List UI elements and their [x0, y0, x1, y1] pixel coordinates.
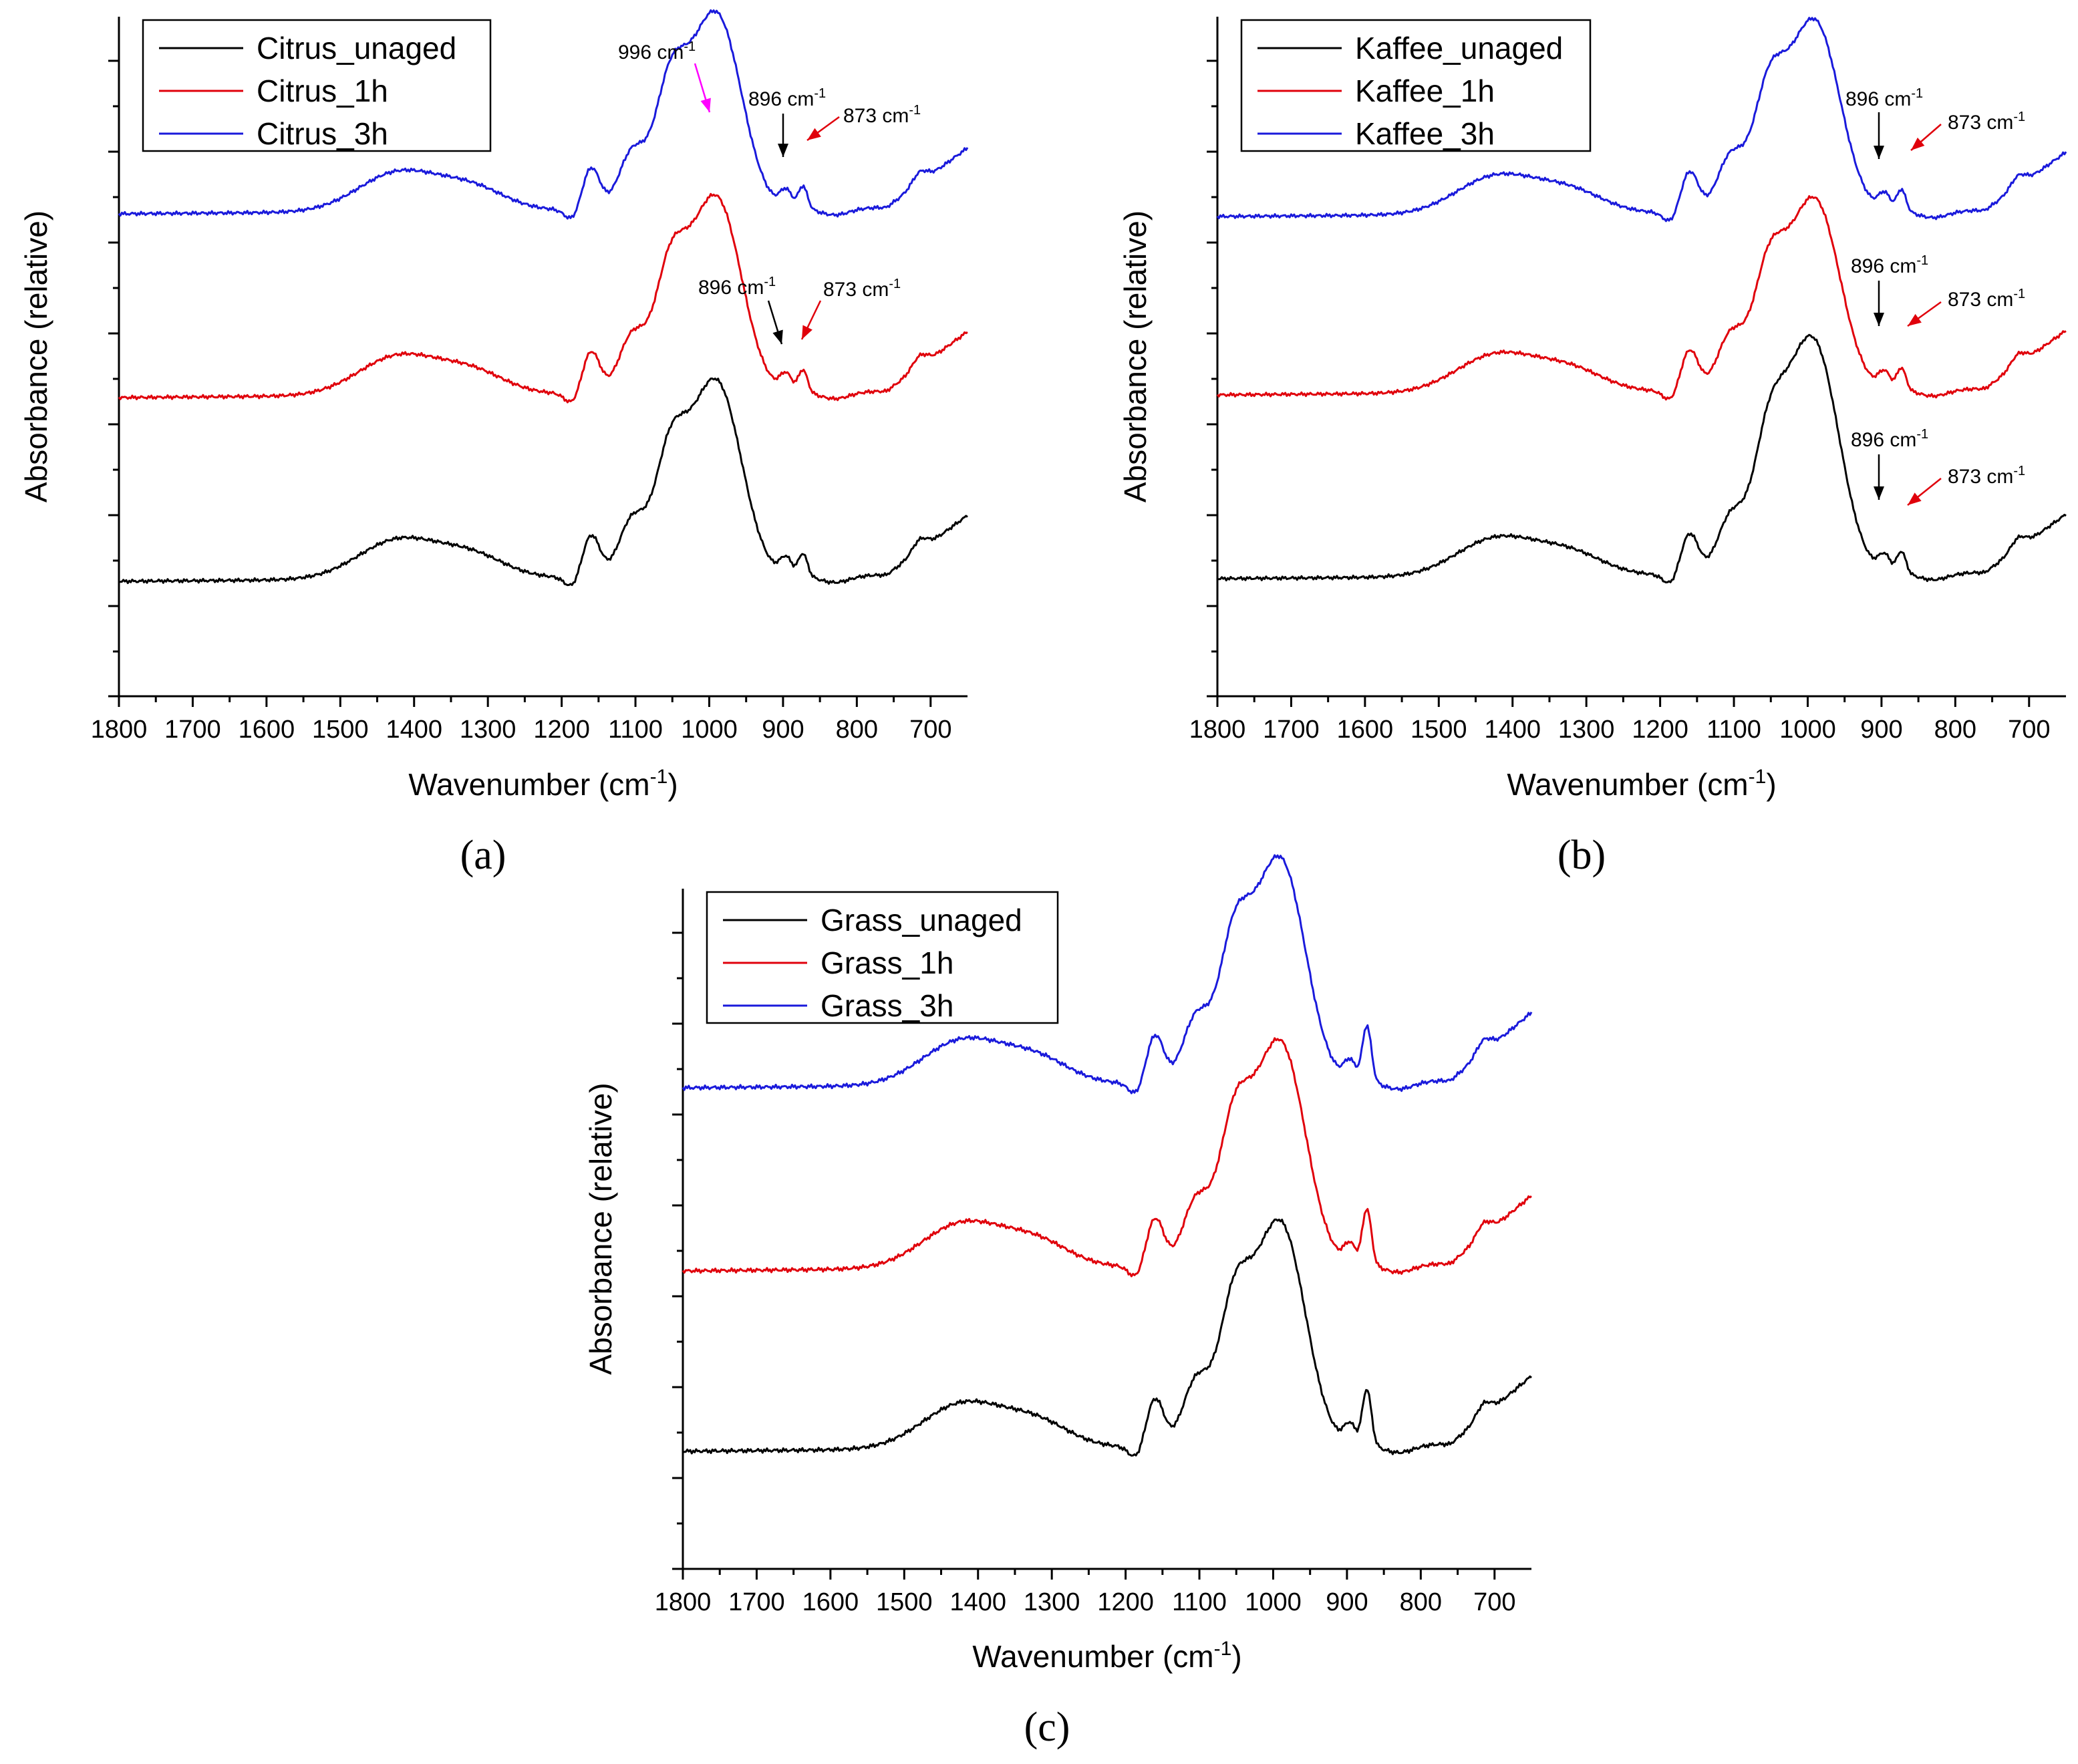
annotation-label: 896 cm-1 [748, 86, 826, 110]
legend-label: Citrus_1h [257, 74, 388, 108]
annotation-arrowhead [1874, 313, 1884, 326]
legend-label: Citrus_3h [257, 116, 388, 151]
x-tick-label: 1800 [91, 716, 148, 744]
y-axis-title: Absorbance (relative) [583, 1082, 618, 1374]
legend-label: Kaffee_3h [1355, 116, 1495, 151]
x-tick-label: 1200 [1097, 1588, 1154, 1616]
annotation-arrowhead [1874, 146, 1884, 159]
legend [706, 891, 1059, 1024]
x-tick-label: 1500 [312, 716, 369, 744]
legend-label: Grass_unaged [821, 903, 1022, 937]
panel-label: (b) [1557, 833, 1606, 878]
series-line-Citrus_1h [118, 192, 968, 404]
x-tick-label: 1300 [1558, 716, 1615, 744]
annotation-arrowhead [807, 128, 821, 140]
x-tick-label: 1600 [239, 716, 295, 744]
x-axis-title: Wavenumber (cm-1) [972, 1638, 1241, 1674]
y-axis-title: Absorbance (relative) [1118, 210, 1153, 502]
x-tick-label: 1400 [949, 1588, 1006, 1616]
panel-label: (c) [1024, 1705, 1070, 1750]
x-tick-label: 1400 [1484, 716, 1541, 744]
x-axis-title: Wavenumber (cm-1) [408, 766, 678, 802]
annotation-arrowhead [802, 325, 812, 339]
x-tick-label: 1100 [608, 716, 663, 744]
x-tick-label: 1300 [460, 716, 516, 744]
x-tick-label: 900 [1326, 1588, 1368, 1616]
x-tick-label: 700 [1473, 1588, 1515, 1616]
panel-a: 1800 1700 1600 1500 1400 1300 1200 1100 1000 900 8… [19, 9, 969, 878]
x-tick-label: 800 [1400, 1588, 1442, 1616]
x-tick-label: 700 [909, 716, 951, 744]
series-line-Citrus_unaged [118, 378, 968, 587]
panel-label: (a) [460, 833, 506, 878]
x-tick-label: 1700 [164, 716, 221, 744]
panel-b: 1800 1700 1600 1500 1400 1300 1200 1100 1000 900 8… [1118, 17, 2067, 878]
annotation-arrowhead [700, 98, 711, 112]
legend [1240, 19, 1592, 152]
x-tick-label: 1300 [1024, 1588, 1080, 1616]
legend [142, 19, 492, 152]
annotation-arrowhead [1911, 137, 1925, 150]
x-tick-label: 1800 [655, 1588, 712, 1616]
x-tick-label: 800 [836, 716, 878, 744]
x-tick-label: 1200 [1632, 716, 1688, 744]
x-tick-label: 1600 [802, 1588, 859, 1616]
annotation-arrowhead [1874, 486, 1884, 500]
series-line-Kaffee_1h [1216, 195, 2067, 401]
y-axis-title: Absorbance (relative) [19, 210, 53, 502]
panel-c: 1800 1700 1600 1500 1400 1300 1200 1100 1000 900 8… [583, 854, 1533, 1750]
x-tick-label: 900 [1860, 716, 1902, 744]
series-line-Citrus_3h [118, 9, 969, 220]
legend-label: Kaffee_unaged [1355, 31, 1563, 65]
annotation-label: 873 cm-1 [1948, 464, 2025, 488]
x-tick-label: 1500 [1411, 716, 1467, 744]
legend-label: Grass_3h [821, 988, 953, 1023]
annotation-label: 896 cm-1 [698, 275, 776, 299]
x-tick-label: 1000 [1779, 716, 1836, 744]
legend-label: Grass_1h [821, 945, 953, 980]
x-tick-label: 1200 [533, 716, 590, 744]
series-line-Kaffee_3h [1216, 17, 2067, 223]
x-tick-label: 1700 [728, 1588, 785, 1616]
x-tick-label: 700 [2008, 716, 2050, 744]
series-line-Grass_3h [682, 854, 1533, 1094]
x-tick-label: 1600 [1337, 716, 1394, 744]
x-tick-label: 1000 [1245, 1588, 1302, 1616]
annotation-label: 873 cm-1 [1948, 287, 2025, 311]
x-tick-label: 1000 [681, 716, 738, 744]
series-line-Grass_unaged [682, 1218, 1532, 1457]
annotation-arrowhead [1908, 313, 1922, 326]
annotation-label: 896 cm-1 [1851, 427, 1928, 451]
legend-label: Kaffee_1h [1355, 74, 1495, 108]
annotation-label: 996 cm-1 [618, 39, 696, 63]
annotation-arrowhead [772, 329, 783, 344]
annotation-arrowhead [778, 144, 788, 157]
x-axis-title: Wavenumber (cm-1) [1507, 766, 1776, 802]
annotation-label: 873 cm-1 [843, 103, 921, 127]
x-tick-label: 1400 [386, 716, 442, 744]
series-line-Grass_1h [682, 1037, 1532, 1278]
x-tick-label: 1800 [1189, 716, 1246, 744]
x-tick-label: 1100 [1172, 1588, 1227, 1616]
x-tick-label: 900 [762, 716, 804, 744]
annotation-label: 873 cm-1 [823, 277, 901, 301]
legend-label: Citrus_unaged [257, 31, 456, 65]
series-line-Kaffee_unaged [1217, 333, 2067, 584]
annotation-arrowhead [1908, 492, 1922, 505]
annotation-label: 873 cm-1 [1948, 110, 2025, 134]
annotation-label: 896 cm-1 [1845, 86, 1923, 110]
annotation-label: 896 cm-1 [1851, 253, 1928, 277]
x-tick-label: 1500 [876, 1588, 933, 1616]
x-tick-label: 1700 [1263, 716, 1320, 744]
x-tick-label: 800 [1934, 716, 1976, 744]
x-tick-label: 1100 [1706, 716, 1761, 744]
